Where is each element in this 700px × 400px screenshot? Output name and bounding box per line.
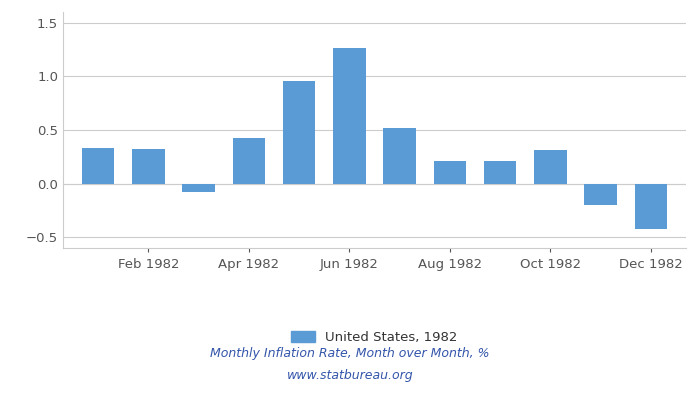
Bar <box>634 184 667 229</box>
Text: Monthly Inflation Rate, Month over Month, %: Monthly Inflation Rate, Month over Month… <box>210 348 490 360</box>
Bar <box>384 128 416 184</box>
Bar <box>283 81 316 184</box>
Bar <box>433 161 466 184</box>
Bar <box>484 161 517 184</box>
Bar <box>132 149 164 184</box>
Bar <box>584 184 617 205</box>
Bar <box>534 150 567 184</box>
Bar <box>232 138 265 184</box>
Bar <box>333 48 365 184</box>
Bar <box>182 184 215 192</box>
Legend: United States, 1982: United States, 1982 <box>286 325 463 349</box>
Text: www.statbureau.org: www.statbureau.org <box>287 370 413 382</box>
Bar <box>82 148 115 184</box>
